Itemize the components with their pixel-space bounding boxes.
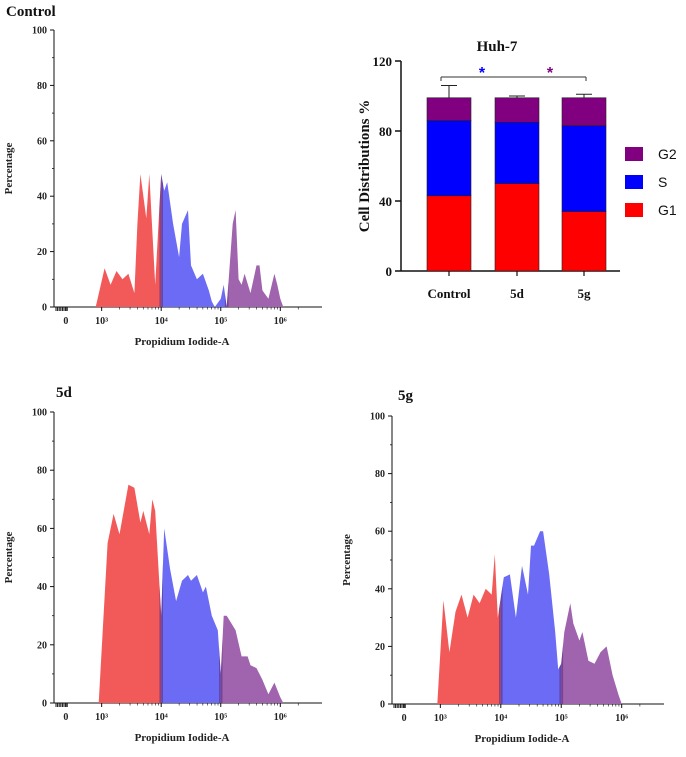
panel-title-control: Control: [6, 4, 56, 20]
y-tick-label: 60: [375, 527, 385, 538]
legend-swatch-s: [625, 175, 643, 189]
bar-chart-huh7: Huh-7 0 40 80 120 Cell Distributions % Control…: [357, 39, 677, 301]
x-tick-label: 10⁵: [214, 316, 227, 327]
bar-g2: [561, 97, 607, 127]
histogram-5d: 5d 0 20 40 60 80 100 0 10³ 10⁴ 10⁵ 10⁶ Propidium Iod…: [3, 385, 322, 744]
x-tick-label: 5d: [510, 286, 525, 301]
y-tick-label: 120: [373, 54, 393, 69]
bar-g1: [561, 211, 607, 272]
y-tick-label: 40: [37, 192, 47, 203]
bar-g2: [426, 97, 472, 121]
histogram-5g: 5g 0 20 40 60 80 100 0 10³ 10⁴ 10⁵ 10⁶ Propidium Iod…: [341, 388, 664, 745]
y-tick-label: 80: [37, 81, 47, 92]
g1-peak-area: [437, 554, 501, 704]
x-tick-label: 10⁶: [274, 712, 287, 723]
x-tick-label: 10³: [95, 712, 108, 723]
y-tick-label: 20: [37, 247, 47, 258]
x-tick-label: 10³: [95, 316, 108, 327]
gate-overlap: [159, 174, 163, 307]
x-tick-label: 10⁶: [274, 316, 287, 327]
y-tick-label: 0: [42, 303, 47, 314]
y-tick-label: 40: [375, 584, 385, 595]
x-tick-label: 10³: [434, 713, 447, 724]
gate-overlap: [219, 639, 223, 703]
chart-title: Huh-7: [477, 39, 518, 55]
panel-title-5g: 5g: [398, 388, 414, 404]
significance-star-s: *: [479, 65, 486, 82]
gate-overlap: [499, 585, 503, 704]
x-axis-label: Propidium Iodide-A: [475, 733, 570, 745]
y-tick-label: 100: [370, 412, 385, 423]
s-phase-area: [500, 531, 562, 704]
g2-peak-area: [220, 615, 284, 703]
g2-peak-area: [561, 603, 622, 704]
legend-label-g2: G2: [658, 146, 677, 162]
y-tick-label: 20: [375, 642, 385, 653]
y-tick-label: 100: [32, 408, 47, 419]
y-tick-label: 0: [380, 700, 385, 711]
y-tick-label: 60: [37, 136, 47, 147]
legend-label-g1: G1: [658, 202, 677, 218]
histogram-control: Control 0 20 40 60 80 100 0 10³ 10⁴ 10⁵ 10⁶ Propidiu…: [3, 4, 322, 348]
y-tick-label: 0: [42, 699, 47, 710]
x-tick-label: 0: [402, 713, 407, 724]
legend-label-s: S: [658, 174, 667, 190]
s-phase-area: [161, 528, 221, 703]
y-tick-label: 100: [32, 26, 47, 37]
panel-title-5d: 5d: [56, 385, 73, 401]
y-axis-label: Percentage: [3, 532, 15, 584]
x-axis-label: Propidium Iodide-A: [135, 336, 230, 348]
x-tick-label: 10⁴: [494, 713, 507, 724]
y-axis-label: Percentage: [3, 143, 15, 195]
legend-swatch-g1: [625, 203, 643, 217]
x-tick-label: 10⁵: [555, 713, 568, 724]
g1-peak-area: [95, 174, 162, 307]
y-axis-label: Percentage: [341, 534, 353, 586]
gate-overlap: [159, 563, 163, 703]
x-axis-label: Propidium Iodide-A: [135, 732, 230, 744]
y-tick-label: 20: [37, 640, 47, 651]
y-tick-label: 40: [37, 582, 47, 593]
y-tick-label: 80: [37, 466, 47, 477]
gate-overlap: [559, 644, 564, 704]
y-axis-label: Cell Distributions %: [357, 100, 373, 233]
significance-star-g2: *: [547, 65, 554, 82]
x-tick-label: 0: [63, 712, 68, 723]
bar-s: [494, 121, 540, 184]
bar-s: [561, 125, 607, 212]
x-tick-label: 5g: [578, 286, 592, 301]
x-tick-label: Control: [427, 286, 470, 301]
x-tick-label: 10⁴: [155, 316, 168, 327]
legend-swatch-g2: [625, 147, 643, 161]
g2-peak-area: [226, 210, 284, 307]
g1-peak-area: [98, 484, 162, 703]
y-tick-label: 80: [379, 124, 392, 139]
y-tick-label: 60: [37, 524, 47, 535]
y-tick-label: 40: [379, 194, 392, 209]
gate-overlap: [224, 282, 229, 307]
bar-g1: [426, 195, 472, 272]
y-tick-label: 80: [375, 469, 385, 480]
x-tick-label: 10⁴: [155, 712, 168, 723]
bar-s: [426, 120, 472, 197]
bar-g2: [494, 97, 540, 123]
s-phase-area: [161, 174, 227, 307]
x-tick-label: 0: [63, 316, 68, 327]
y-tick-label: 0: [386, 264, 393, 279]
bar-g1: [494, 183, 540, 272]
x-tick-label: 10⁵: [214, 712, 227, 723]
x-tick-label: 10⁶: [615, 713, 628, 724]
